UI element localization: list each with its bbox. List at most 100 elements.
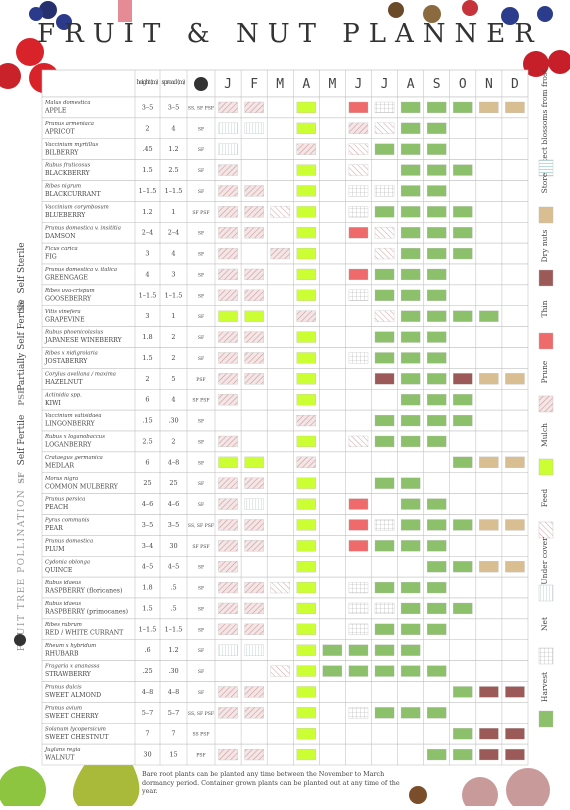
activity-mark bbox=[218, 498, 238, 510]
activity-mark bbox=[244, 748, 264, 761]
spread: 5 bbox=[171, 375, 175, 383]
activity-mark bbox=[400, 164, 421, 176]
latin-name: Rubus fruticosus bbox=[44, 163, 91, 169]
activity-mark bbox=[244, 101, 264, 114]
activity-mark bbox=[348, 519, 369, 531]
activity-mark bbox=[348, 268, 369, 281]
pollination: SF bbox=[198, 439, 204, 445]
activity-mark bbox=[505, 456, 525, 468]
title: FRUIT & NUT PLANNER bbox=[37, 19, 543, 49]
pollination: PSF bbox=[196, 377, 205, 383]
pollination-code: SS bbox=[16, 300, 26, 312]
activity-mark bbox=[348, 581, 369, 594]
pollination: SS, SF PSF bbox=[188, 523, 214, 529]
pollination: SF bbox=[198, 272, 204, 278]
activity-mark bbox=[296, 707, 316, 719]
common-name: DAMSON bbox=[45, 233, 76, 240]
legend-swatch bbox=[538, 269, 554, 287]
common-name: PEACH bbox=[45, 504, 69, 511]
pollination: SF bbox=[198, 314, 204, 320]
height: 1.5 bbox=[142, 354, 152, 362]
spread: 2 bbox=[171, 333, 175, 341]
latin-name: Ribes x nidigrolaria bbox=[44, 351, 98, 357]
activity-mark bbox=[218, 581, 238, 594]
spread: 4 bbox=[171, 396, 175, 404]
activity-mark bbox=[453, 456, 473, 468]
activity-mark bbox=[244, 185, 264, 197]
activity-mark bbox=[427, 164, 447, 176]
spread: 4–8 bbox=[168, 688, 180, 696]
pollination: SF bbox=[198, 606, 204, 612]
activity-mark bbox=[296, 728, 316, 740]
month-header: O bbox=[459, 77, 467, 92]
latin-name: Prunus avium bbox=[44, 705, 82, 711]
latin-name: Juglans regia bbox=[44, 747, 81, 753]
legend-swatch bbox=[538, 332, 554, 350]
activity-mark bbox=[505, 686, 525, 698]
row bbox=[41, 493, 529, 515]
activity-mark bbox=[400, 143, 421, 155]
row bbox=[41, 702, 529, 724]
activity-mark bbox=[427, 435, 447, 448]
latin-name: Prunus persica bbox=[44, 497, 85, 503]
common-name: LINGONBERRY bbox=[45, 421, 96, 428]
month-header: A bbox=[407, 77, 415, 92]
activity-mark bbox=[400, 498, 421, 510]
activity-mark bbox=[453, 686, 473, 698]
activity-mark bbox=[296, 540, 316, 552]
activity-mark bbox=[427, 414, 447, 427]
common-name: APRICOT bbox=[44, 128, 76, 135]
pollination: SF PSF bbox=[192, 398, 209, 404]
activity-mark bbox=[427, 707, 447, 719]
common-name: GOOSEBERRY bbox=[45, 295, 92, 302]
activity-mark bbox=[244, 686, 264, 698]
pollination-code: SF bbox=[16, 472, 26, 484]
month-header: J bbox=[381, 77, 389, 92]
footer: Bare root plants can be planted any time… bbox=[142, 770, 400, 796]
spread: 4 bbox=[171, 124, 175, 132]
legend-label: Protect blossoms from frost bbox=[540, 69, 549, 175]
activity-mark bbox=[218, 268, 238, 281]
activity-mark bbox=[296, 686, 316, 698]
activity-mark bbox=[400, 519, 421, 531]
pollination-title: FRUIT TREE POLLINATION bbox=[17, 489, 27, 651]
activity-mark bbox=[427, 394, 447, 406]
activity-mark bbox=[244, 707, 264, 719]
spread: 3–5 bbox=[168, 521, 180, 529]
activity-mark bbox=[374, 519, 395, 531]
activity-mark bbox=[479, 748, 499, 761]
activity-mark bbox=[218, 540, 238, 552]
activity-mark bbox=[453, 164, 473, 176]
activity-mark bbox=[479, 456, 499, 468]
activity-mark bbox=[374, 206, 395, 218]
activity-mark bbox=[400, 435, 421, 448]
activity-mark bbox=[218, 101, 238, 114]
activity-mark bbox=[296, 206, 316, 218]
activity-mark bbox=[348, 227, 369, 239]
common-name: BILBERRY bbox=[45, 149, 79, 156]
activity-mark bbox=[374, 331, 395, 343]
row bbox=[41, 138, 529, 160]
latin-name: Vaccinium corymbosum bbox=[45, 204, 109, 210]
activity-mark bbox=[453, 227, 473, 239]
activity-mark bbox=[296, 456, 316, 468]
spread: 2–4 bbox=[168, 229, 180, 237]
activity-mark bbox=[479, 728, 499, 740]
activity-mark bbox=[296, 143, 316, 155]
common-name: BLUEBERRY bbox=[45, 212, 86, 219]
activity-mark bbox=[400, 394, 421, 406]
activity-mark bbox=[348, 540, 369, 552]
activity-mark bbox=[244, 519, 264, 531]
pollination: SF bbox=[198, 335, 204, 341]
activity-mark bbox=[505, 561, 525, 573]
month-header: J bbox=[355, 77, 363, 92]
legend-swatch bbox=[538, 647, 554, 665]
legend-label: Under cover bbox=[540, 537, 549, 585]
common-name: RED / WHITE CURRANT bbox=[45, 629, 124, 636]
activity-mark bbox=[244, 456, 264, 468]
activity-mark bbox=[296, 561, 316, 573]
activity-mark bbox=[427, 373, 447, 385]
activity-mark bbox=[244, 268, 264, 281]
activity-mark bbox=[296, 331, 316, 343]
height: 4–5 bbox=[142, 563, 154, 571]
